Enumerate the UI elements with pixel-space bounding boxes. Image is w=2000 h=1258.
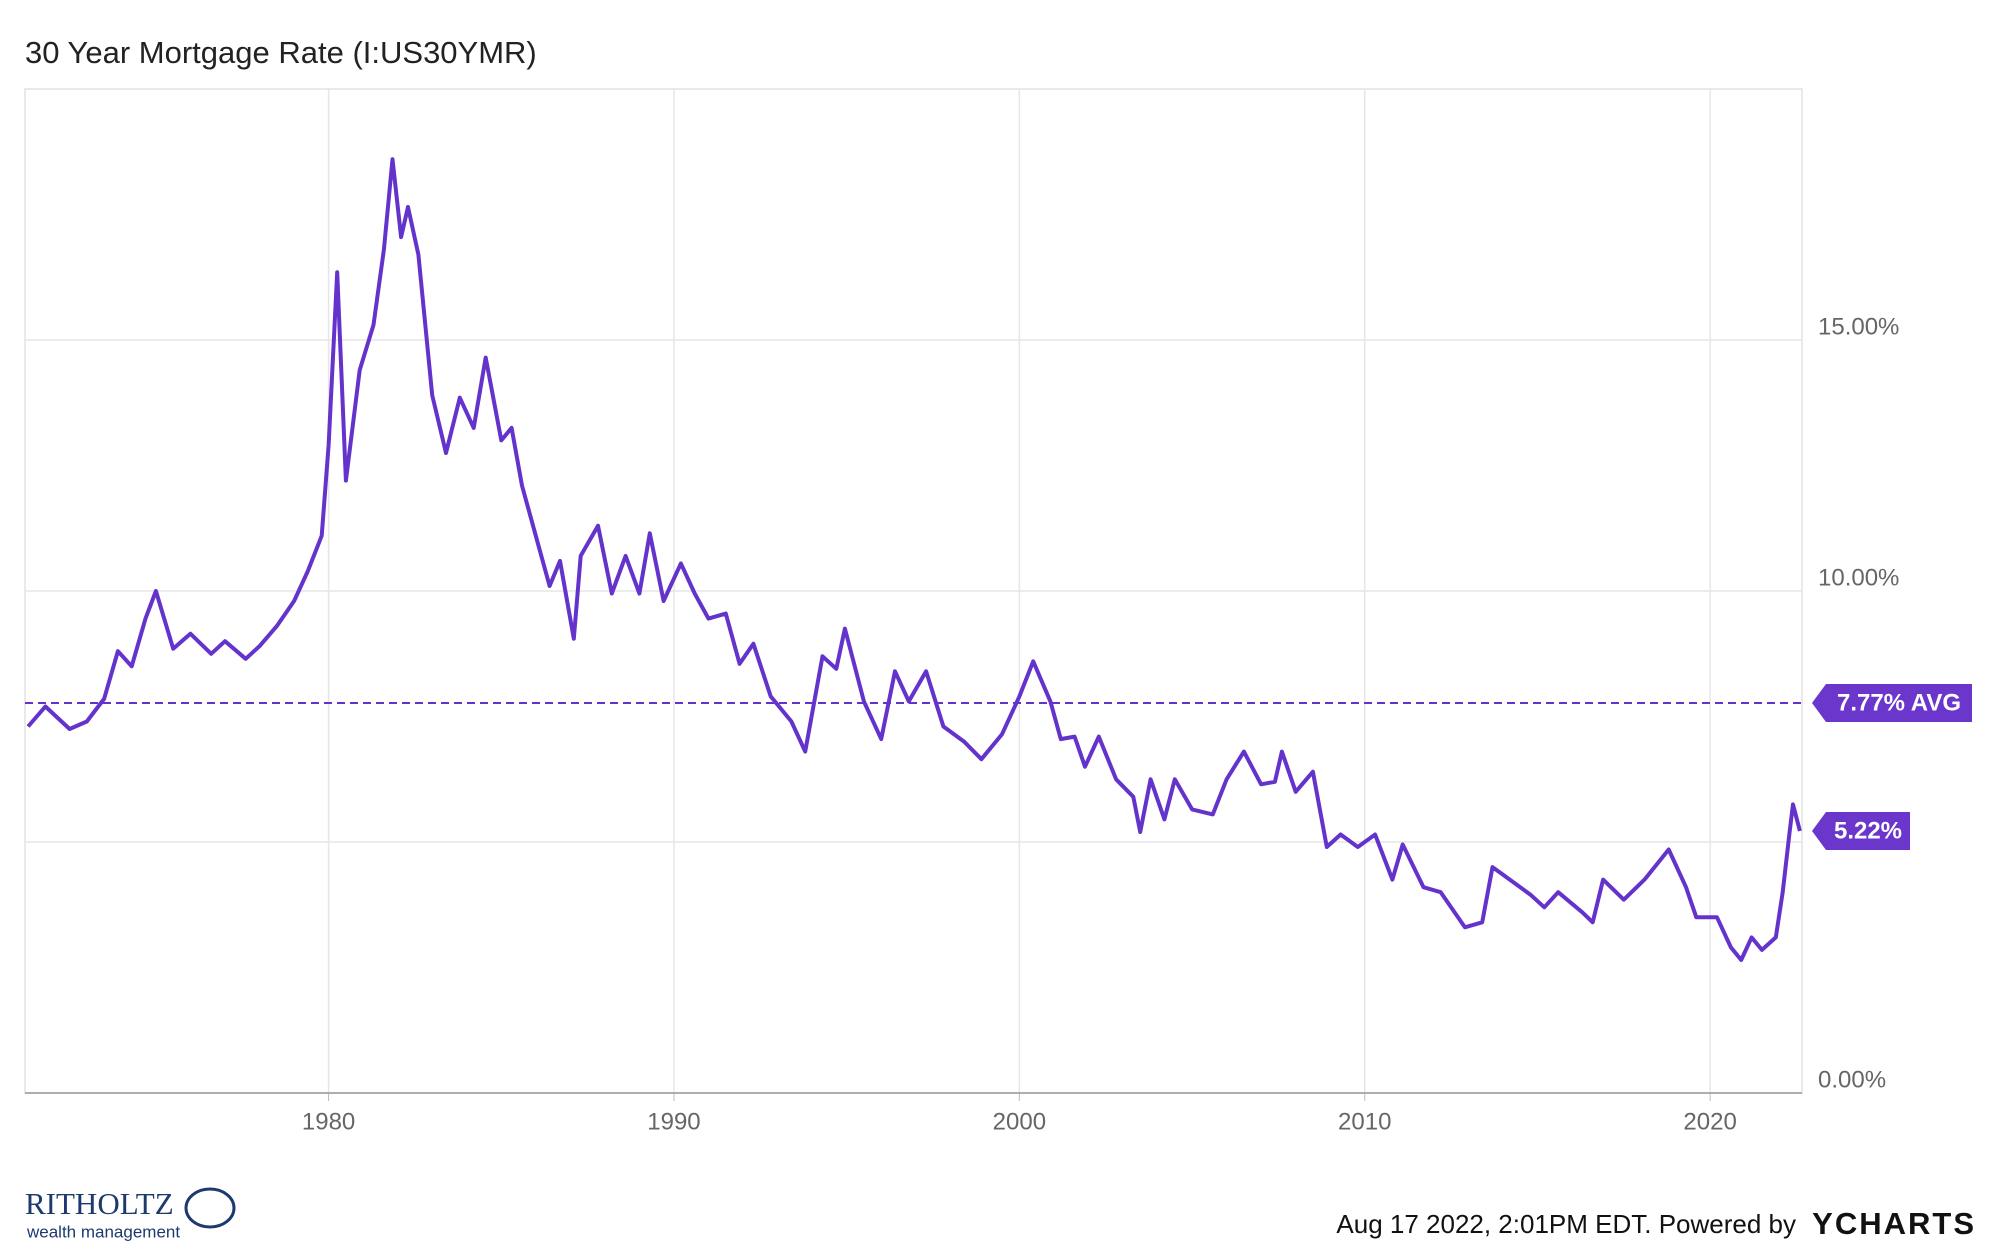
end-badge: [1812, 811, 1910, 850]
x-tick-label: 1980: [302, 1108, 355, 1135]
y-tick-label: 10.00%: [1818, 564, 1899, 591]
y-tick-label: 15.00%: [1818, 313, 1899, 340]
x-tick-label: 2000: [993, 1108, 1046, 1135]
end-label: 5.22%: [1834, 817, 1902, 844]
chart-title: 30 Year Mortgage Rate (I:US30YMR): [25, 35, 537, 70]
marks: [25, 157, 1802, 962]
x-tick-label: 2020: [1683, 1108, 1736, 1135]
brand-sub: wealth management: [26, 1222, 180, 1241]
avg-badge: [1812, 683, 1972, 722]
brand: RITHOLTZ: [25, 1186, 174, 1221]
avg-label: 7.77% AVG: [1837, 689, 1961, 716]
ycharts-logo: YCHARTS: [1812, 1206, 1976, 1241]
y-tick-label: 0.00%: [1818, 1066, 1886, 1093]
x-tick-label: 1990: [647, 1108, 700, 1135]
timestamp: Aug 17 2022, 2:01PM EDT. Powered by: [1336, 1209, 1796, 1239]
x-tick-label: 2010: [1338, 1108, 1391, 1135]
grid: [25, 89, 1802, 1101]
series-line: [26, 157, 1802, 962]
brand-logo: [184, 1187, 236, 1229]
